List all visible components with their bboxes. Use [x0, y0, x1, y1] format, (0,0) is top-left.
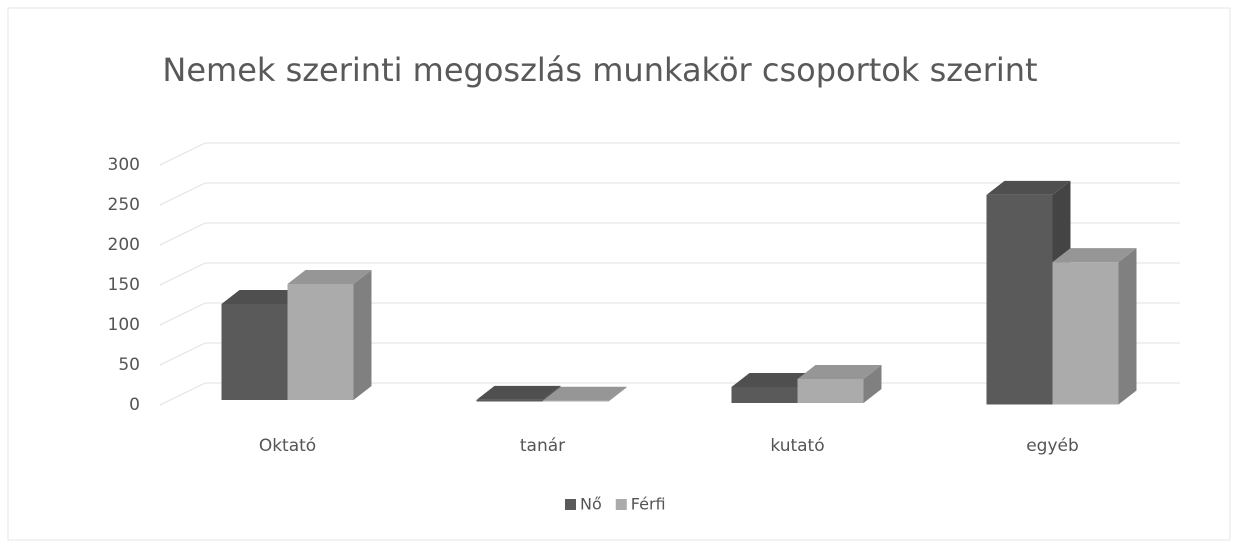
bar-top — [1052, 248, 1137, 263]
bar — [542, 400, 609, 402]
legend-label: Nő — [580, 495, 602, 514]
bar-top — [986, 180, 1071, 195]
bar-side — [863, 365, 882, 403]
bar — [476, 399, 543, 402]
grid-line — [159, 222, 1180, 246]
bar-top — [797, 365, 882, 379]
grid-line — [159, 302, 1180, 326]
y-tick-label: 200 — [108, 235, 140, 255]
chart-border — [7, 7, 1231, 541]
legend-swatch — [565, 499, 576, 510]
bar — [797, 379, 864, 403]
bar-side — [608, 386, 627, 402]
bar-top — [287, 270, 372, 284]
x-tick-label: tanár — [520, 436, 565, 456]
x-tick-label: kutató — [770, 436, 824, 456]
bar-top — [476, 385, 561, 400]
bar — [287, 284, 354, 400]
grid-line — [159, 342, 1180, 366]
y-tick-label: 300 — [108, 155, 140, 175]
bar — [986, 194, 1053, 405]
y-tick-label: 150 — [108, 275, 140, 295]
y-tick-label: 0 — [129, 395, 140, 415]
bar — [1052, 262, 1119, 405]
bar-top — [542, 386, 627, 401]
legend-label: Férfi — [631, 495, 666, 514]
y-tick-label: 250 — [108, 195, 140, 215]
legend-swatch — [615, 499, 627, 510]
y-tick-label: 100 — [108, 315, 140, 335]
bar-side — [353, 270, 372, 400]
bar-top — [221, 290, 306, 304]
grid-line — [159, 182, 1180, 206]
x-tick-label: egyéb — [1026, 436, 1079, 456]
bar-side — [1118, 248, 1137, 405]
x-tick-label: Oktató — [259, 436, 316, 456]
grid-line — [159, 262, 1180, 286]
chart-title: Nemek szerinti megoszlás munkakör csopor… — [162, 51, 1037, 89]
bar — [731, 387, 798, 403]
y-tick-label: 50 — [118, 355, 140, 375]
grid-line — [159, 142, 1180, 166]
bar — [221, 304, 288, 400]
bar-top — [731, 373, 816, 387]
